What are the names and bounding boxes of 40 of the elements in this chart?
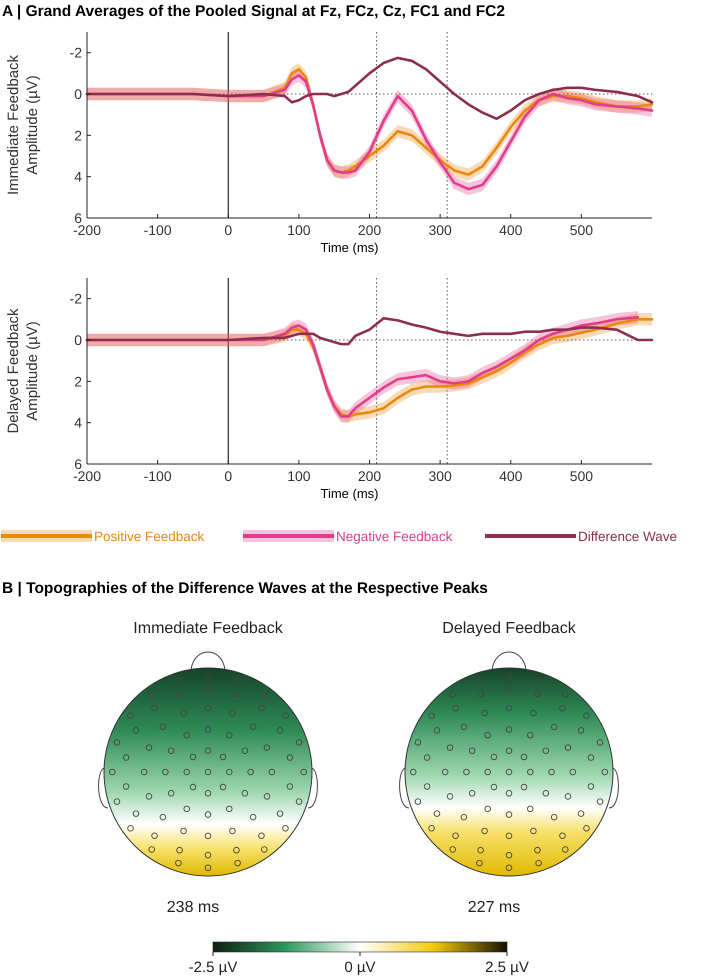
x-tick-label: 0	[224, 468, 232, 484]
x-tick-label: 200	[358, 222, 382, 238]
x-tick-label: 400	[499, 222, 523, 238]
y-tick-label: 4	[74, 414, 82, 431]
text: -2.5 µV	[188, 959, 238, 976]
x-tick-label: -100	[144, 222, 172, 238]
x-tick-label: 300	[428, 468, 452, 484]
text: Positive Feedback	[94, 529, 205, 544]
text: Difference Wave	[578, 529, 678, 544]
y-tick-label: 0	[74, 86, 82, 102]
text: Delayed Feedback	[442, 620, 577, 637]
y-axis-title: Delayed Feedback Amplitude (µV)	[5, 308, 41, 434]
y-tick-label: 2	[74, 373, 82, 390]
y-tick-label: -2	[70, 290, 82, 307]
text: B | Topographies of the Difference Waves at the Respective Peaks	[2, 580, 488, 597]
x-tick-label: 100	[287, 222, 311, 238]
text: 238 ms	[166, 899, 220, 916]
line-series	[86, 317, 654, 346]
x-tick-label: 300	[428, 222, 452, 238]
line-series	[86, 56, 654, 120]
text: 227 ms	[468, 899, 520, 916]
text: 2.5 µV	[485, 959, 529, 976]
x-tick-label: 500	[570, 222, 594, 238]
chart-title: A | Grand Averages of the Pooled Signal at Fz, FCz, Cz, FC1 and FC2	[2, 3, 505, 20]
x-axis-title: Time (ms)	[320, 486, 379, 501]
y-tick-label: 0	[74, 332, 82, 348]
y-tick-label: -2	[70, 44, 82, 61]
y-tick-label: 2	[74, 127, 82, 144]
y-axis-title: Immediate Feedback Amplitude (µV)	[5, 54, 41, 196]
x-tick-label: -100	[144, 468, 172, 484]
y-tick-label: 4	[74, 168, 82, 185]
text: Negative Feedback	[336, 529, 453, 544]
x-tick-label: 200	[358, 468, 382, 484]
x-tick-label: 100	[287, 468, 311, 484]
x-tick-label: 0	[224, 222, 232, 238]
x-axis-title: Time (ms)	[320, 240, 379, 255]
x-tick-label: 500	[570, 468, 594, 484]
text: Immediate Feedback	[133, 620, 284, 637]
text: 0 µV	[344, 959, 376, 976]
x-tick-label: 400	[499, 468, 523, 484]
